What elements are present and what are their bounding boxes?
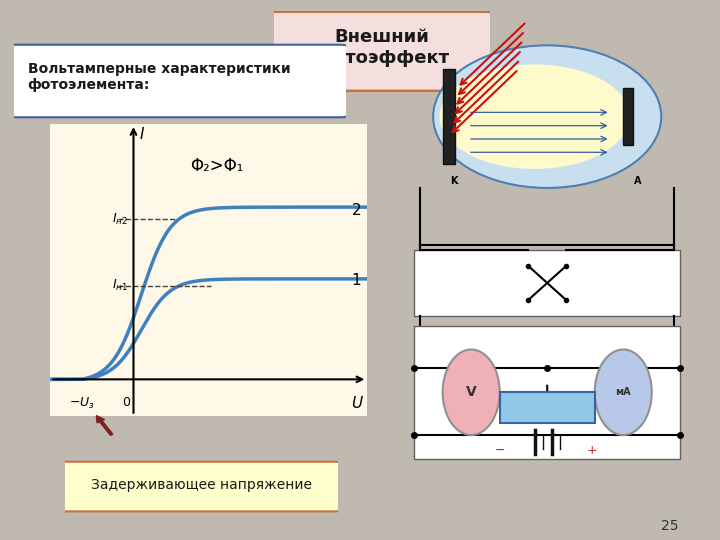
Text: $I_{н1}$: $I_{н1}$ bbox=[112, 279, 128, 293]
Circle shape bbox=[443, 349, 500, 435]
Ellipse shape bbox=[439, 64, 629, 169]
Text: K: K bbox=[451, 176, 458, 186]
FancyBboxPatch shape bbox=[269, 11, 494, 91]
Bar bbox=[414, 249, 680, 316]
Bar bbox=[500, 392, 595, 423]
Text: A: A bbox=[634, 176, 642, 186]
Text: V: V bbox=[466, 385, 477, 399]
Text: $I_{н2}$: $I_{н2}$ bbox=[112, 212, 128, 227]
Ellipse shape bbox=[433, 45, 661, 188]
Text: Задерживающее напряжение: Задерживающее напряжение bbox=[91, 478, 312, 492]
Bar bbox=[443, 69, 455, 164]
Text: U: U bbox=[351, 396, 362, 411]
Text: +: + bbox=[586, 444, 597, 457]
Text: мА: мА bbox=[616, 387, 631, 397]
Text: Вольтамперные характеристики
фотоэлемента:: Вольтамперные характеристики фотоэлемент… bbox=[27, 62, 290, 92]
Text: −: − bbox=[495, 444, 505, 457]
Text: 25: 25 bbox=[661, 519, 678, 534]
Circle shape bbox=[595, 349, 652, 435]
Bar bbox=[414, 326, 680, 459]
Bar bbox=[624, 88, 633, 145]
Text: $-U_{з}$: $-U_{з}$ bbox=[68, 396, 94, 411]
Text: 0: 0 bbox=[122, 396, 130, 409]
Text: Внешний
фотоэффект: Внешний фотоэффект bbox=[315, 28, 449, 66]
Text: Φ₂>Φ₁: Φ₂>Φ₁ bbox=[191, 157, 244, 174]
FancyBboxPatch shape bbox=[54, 462, 346, 511]
FancyBboxPatch shape bbox=[8, 45, 349, 117]
Text: 1: 1 bbox=[351, 273, 361, 288]
Text: 2: 2 bbox=[351, 203, 361, 218]
Text: I: I bbox=[140, 126, 144, 141]
